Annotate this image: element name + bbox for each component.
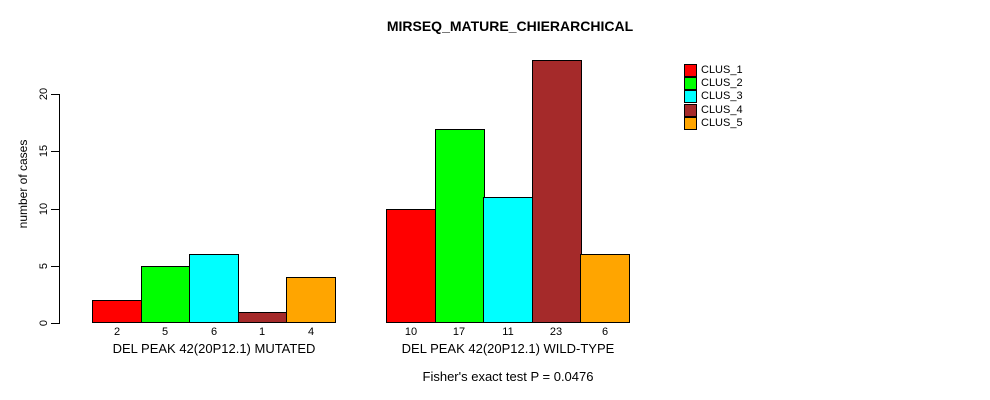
y-axis-tick: [51, 151, 59, 152]
bar-value-label: 23: [549, 326, 563, 338]
y-axis-tick-label: 20: [38, 87, 50, 101]
category-label-group-2: DEL PEAK 42(20P12.1) WILD-TYPE: [401, 341, 615, 356]
y-axis-line: [59, 94, 60, 324]
legend-swatch-clus_2: [684, 77, 697, 90]
legend-swatch-clus_3: [684, 90, 697, 103]
bar-value-label: 6: [601, 326, 609, 338]
y-axis-tick: [51, 94, 59, 95]
category-label-group-1: DEL PEAK 42(20P12.1) MUTATED: [112, 341, 316, 356]
bar-clus_1-group-2: [386, 209, 436, 323]
bar-clus_1-group-1: [92, 300, 142, 323]
legend-label-clus_2: CLUS_2: [701, 77, 743, 89]
legend-swatch-clus_4: [684, 104, 697, 117]
y-axis-tick: [51, 323, 59, 324]
bar-clus_5-group-1: [286, 277, 336, 323]
bar-clus_5-group-2: [580, 254, 630, 323]
y-axis-tick-label: 0: [38, 319, 50, 327]
legend-swatch-clus_5: [684, 117, 697, 130]
bar-clus_3-group-2: [483, 197, 533, 323]
bar-value-label: 6: [210, 326, 218, 338]
bar-value-label: 2: [113, 326, 121, 338]
bar-clus_2-group-2: [435, 129, 485, 323]
y-axis-label: number of cases: [16, 139, 30, 229]
legend-label-clus_4: CLUS_4: [701, 104, 743, 116]
bar-value-label: 1: [258, 326, 266, 338]
legend-swatch-clus_1: [684, 64, 697, 77]
legend-label-clus_1: CLUS_1: [701, 64, 743, 76]
y-axis-tick-label: 10: [38, 202, 50, 216]
bar-clus_3-group-1: [189, 254, 239, 323]
chart-title: MIRSEQ_MATURE_CHIERARCHICAL: [386, 18, 634, 34]
y-axis-tick: [51, 209, 59, 210]
bar-value-label: 5: [161, 326, 169, 338]
y-axis-tick-label: 5: [38, 262, 50, 270]
legend-label-clus_3: CLUS_3: [701, 90, 743, 102]
bar-clus_2-group-1: [141, 266, 191, 323]
legend-label-clus_5: CLUS_5: [701, 117, 743, 129]
bar-value-label: 4: [307, 326, 315, 338]
y-axis-tick: [51, 266, 59, 267]
footer-note: Fisher's exact test P = 0.0476: [422, 369, 594, 384]
bar-value-label: 11: [502, 326, 514, 338]
y-axis-tick-label: 15: [38, 144, 50, 158]
bar-clus_4-group-2: [532, 60, 582, 323]
bar-clus_4-group-1: [238, 312, 288, 323]
bar-value-label: 17: [452, 326, 466, 338]
bar-value-label: 10: [404, 326, 418, 338]
